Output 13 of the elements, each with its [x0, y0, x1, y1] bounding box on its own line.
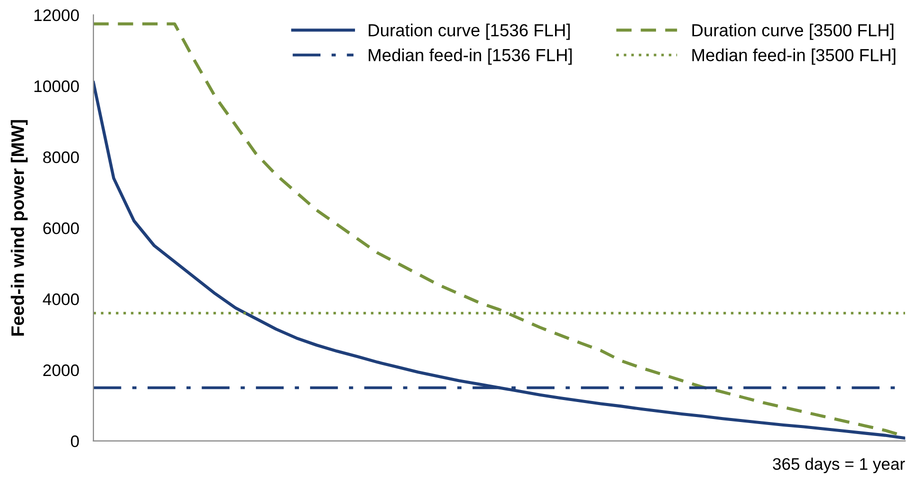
legend-label: Median feed-in [1536 FLH] — [368, 48, 572, 65]
x-axis-title: 365 days = 1 year — [772, 458, 905, 474]
y-axis-title: Feed-in wind power [MW] — [10, 120, 28, 336]
y-tick-label: 12000 — [34, 9, 79, 22]
legend-label: Median feed-in [3500 FLH] — [692, 48, 896, 65]
y-tick-label: 6000 — [43, 222, 79, 234]
y-tick-label: 8000 — [43, 151, 79, 164]
y-tick-label: 0 — [70, 435, 79, 448]
y-tick-label: 10000 — [34, 80, 79, 92]
y-tick-label: 4000 — [42, 293, 79, 306]
legend-label: Duration curve [1536 FLH] — [368, 24, 570, 40]
y-tick-label: 2000 — [43, 364, 79, 376]
legend-label: Duration curve [3500 FLH] — [692, 24, 894, 40]
